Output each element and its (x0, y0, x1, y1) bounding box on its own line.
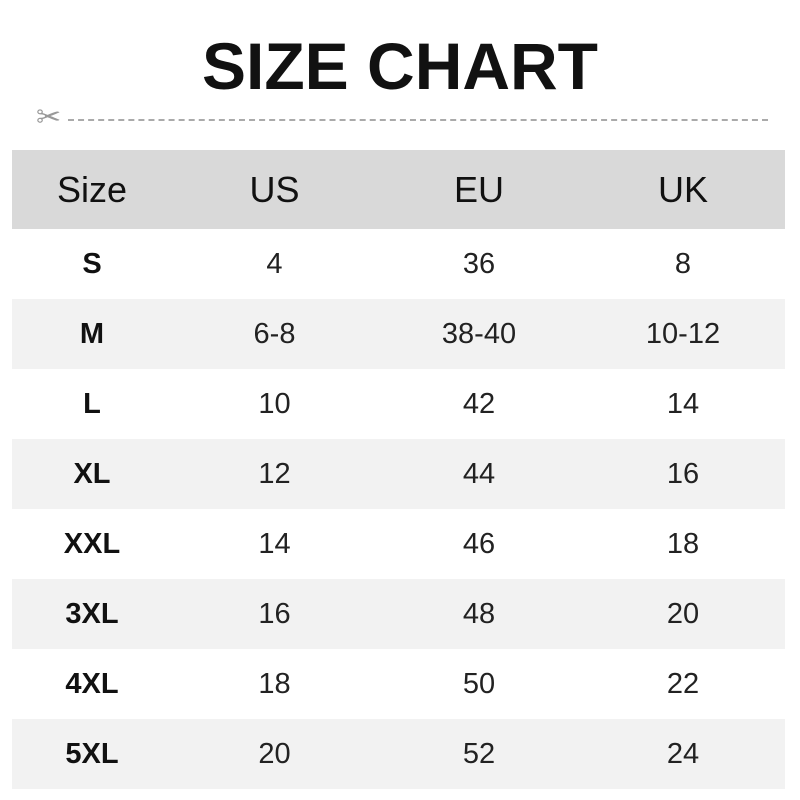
cell-us: 6-8 (172, 299, 377, 369)
cell-us: 4 (266, 247, 283, 280)
table-row: S 4 36 8 (12, 229, 785, 299)
cell-uk: 18 (666, 527, 700, 560)
cell-us: 14 (258, 527, 291, 560)
table-row: XL 12 44 16 (12, 439, 785, 509)
cell-uk: 22 (666, 667, 700, 700)
cell-eu: 46 (462, 527, 496, 560)
cell-eu: 38-40 (377, 299, 581, 369)
size-table: Size US EU UK S 4 36 8 M 6-8 38-40 10-12 L 10 42 14… (12, 150, 785, 789)
table-row: M 6-8 38-40 10-12 (12, 299, 785, 369)
cell-eu: 36 (462, 247, 496, 280)
cell-us: 20 (172, 719, 377, 789)
header-size: Size (12, 150, 172, 229)
cell-size: 4XL (65, 667, 119, 700)
header-eu: EU (377, 150, 581, 229)
cell-uk: 14 (666, 387, 700, 420)
cut-line: ✂ (36, 103, 768, 133)
cell-size: M (12, 299, 172, 369)
dashed-divider (68, 119, 768, 121)
cell-eu: 50 (462, 667, 496, 700)
cell-eu: 48 (377, 579, 581, 649)
cell-uk: 8 (674, 247, 692, 280)
cell-uk: 20 (581, 579, 785, 649)
header-row: Size US EU UK (12, 150, 785, 229)
cell-size: 5XL (12, 719, 172, 789)
cell-eu: 52 (377, 719, 581, 789)
page-title: SIZE CHART (202, 29, 598, 103)
cell-size: XL (12, 439, 172, 509)
table-row: 3XL 16 48 20 (12, 579, 785, 649)
table-row: XXL 14 46 18 (12, 509, 785, 579)
table-row: 4XL 18 50 22 (12, 649, 785, 719)
table-row: 5XL 20 52 24 (12, 719, 785, 789)
cell-us: 12 (172, 439, 377, 509)
cell-uk: 24 (581, 719, 785, 789)
cell-us: 18 (258, 667, 291, 700)
table-row: L 10 42 14 (12, 369, 785, 439)
scissors-icon: ✂ (36, 101, 62, 134)
cell-eu: 42 (462, 387, 496, 420)
cell-size: XXL (63, 527, 121, 560)
cell-us: 16 (172, 579, 377, 649)
cell-uk: 16 (581, 439, 785, 509)
cell-size: 3XL (12, 579, 172, 649)
cell-size: S (82, 247, 102, 280)
cell-uk: 10-12 (581, 299, 785, 369)
header-uk: UK (581, 150, 785, 229)
cell-eu: 44 (377, 439, 581, 509)
cell-us: 10 (258, 387, 291, 420)
header-us: US (172, 150, 377, 229)
cell-size: L (83, 387, 101, 420)
